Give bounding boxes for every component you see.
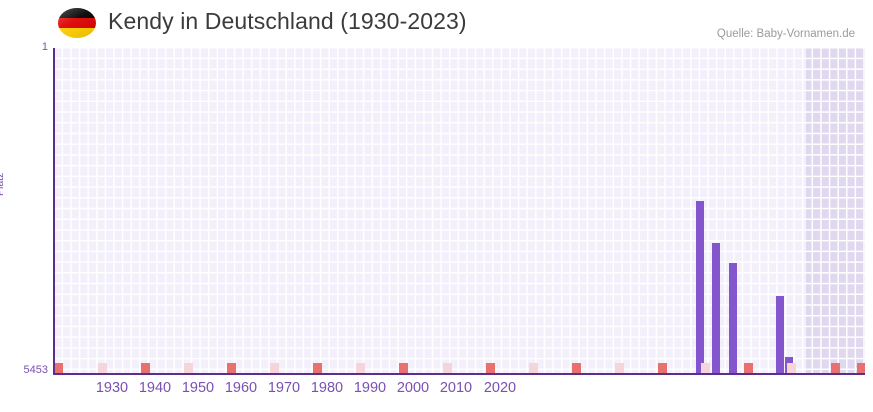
baseline-marker-mid-17 [787,363,796,374]
baseline-marker-decade-19 [857,363,865,374]
german-flag-icon [58,8,96,38]
baseline-marker-decade-14 [658,363,667,374]
x-tick-2000: 2000 [396,380,430,396]
x-tick-1970: 1970 [267,380,301,396]
baseline-marker-mid-7 [356,363,365,374]
baseline-marker-mid-9 [443,363,452,374]
flag-band-red [58,18,96,28]
plot-gridlines [54,48,865,374]
x-tick-1980: 1980 [310,380,344,396]
x-tick-1950: 1950 [181,380,215,396]
baseline-marker-mid-11 [529,363,538,374]
y-axis-title: Platz [0,172,6,196]
baseline-marker-mid-5 [270,363,279,374]
bar-2008[interactable] [696,201,704,374]
baseline-marker-decade-18 [831,363,840,374]
baseline-marker-mid-1 [98,363,107,374]
x-tick-1930: 1930 [95,380,129,396]
x-tick-1940: 1940 [138,380,172,396]
no-data-shaded-band [806,48,865,374]
baseline-marker-decade-2 [141,363,150,374]
y-axis-ticks: 1 5453 [0,0,48,412]
bar-2018[interactable] [776,296,784,374]
baseline-marker-decade-12 [572,363,581,374]
baseline-marker-decade-0 [54,363,63,374]
baseline-marker-decade-10 [486,363,495,374]
flag-band-gold [58,28,96,38]
chart-header: Kendy in Deutschland (1930-2023) Quelle:… [0,0,873,48]
y-tick-bottom: 5453 [23,364,48,376]
chart-title: Kendy in Deutschland (1930-2023) [108,8,467,34]
y-tick-top: 1 [41,41,48,53]
x-tick-1960: 1960 [224,380,258,396]
baseline-marker-mid-3 [184,363,193,374]
flag-band-black [58,8,96,18]
baseline-marker-decade-6 [313,363,322,374]
plot-area [54,48,865,374]
shaded-band-gridlines [806,48,865,374]
y-axis-line [53,48,55,374]
x-axis-line [53,373,865,375]
baseline-marker-decade-8 [399,363,408,374]
x-tick-2020: 2020 [483,380,517,396]
chart-source-attribution: Quelle: Baby-Vornamen.de [716,28,855,40]
x-tick-2010: 2010 [439,380,473,396]
baseline-marker-decade-16 [744,363,753,374]
baseline-marker-decade-4 [227,363,236,374]
bar-2010[interactable] [712,243,720,374]
bar-2011[interactable] [729,263,737,374]
baseline-marker-mid-15 [701,363,710,374]
baseline-marker-mid-13 [615,363,624,374]
x-tick-1990: 1990 [353,380,387,396]
flag-gloss [58,8,96,38]
